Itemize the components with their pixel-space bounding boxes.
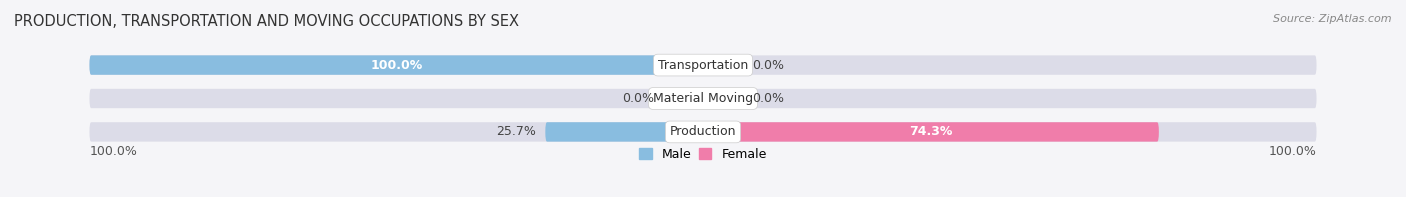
Text: 25.7%: 25.7% bbox=[496, 125, 536, 138]
Text: 100.0%: 100.0% bbox=[90, 145, 138, 158]
FancyBboxPatch shape bbox=[90, 55, 703, 75]
Text: Source: ZipAtlas.com: Source: ZipAtlas.com bbox=[1274, 14, 1392, 24]
Text: Production: Production bbox=[669, 125, 737, 138]
Text: PRODUCTION, TRANSPORTATION AND MOVING OCCUPATIONS BY SEX: PRODUCTION, TRANSPORTATION AND MOVING OC… bbox=[14, 14, 519, 29]
Legend: Male, Female: Male, Female bbox=[640, 148, 766, 161]
FancyBboxPatch shape bbox=[703, 122, 1159, 142]
Text: 100.0%: 100.0% bbox=[370, 59, 422, 72]
Text: 0.0%: 0.0% bbox=[621, 92, 654, 105]
FancyBboxPatch shape bbox=[90, 122, 1316, 142]
Text: 0.0%: 0.0% bbox=[752, 59, 785, 72]
Text: 0.0%: 0.0% bbox=[752, 92, 785, 105]
FancyBboxPatch shape bbox=[90, 89, 1316, 108]
Text: Material Moving: Material Moving bbox=[652, 92, 754, 105]
Text: 74.3%: 74.3% bbox=[910, 125, 953, 138]
FancyBboxPatch shape bbox=[546, 122, 703, 142]
Text: 100.0%: 100.0% bbox=[1268, 145, 1316, 158]
Text: Transportation: Transportation bbox=[658, 59, 748, 72]
FancyBboxPatch shape bbox=[90, 55, 1316, 75]
